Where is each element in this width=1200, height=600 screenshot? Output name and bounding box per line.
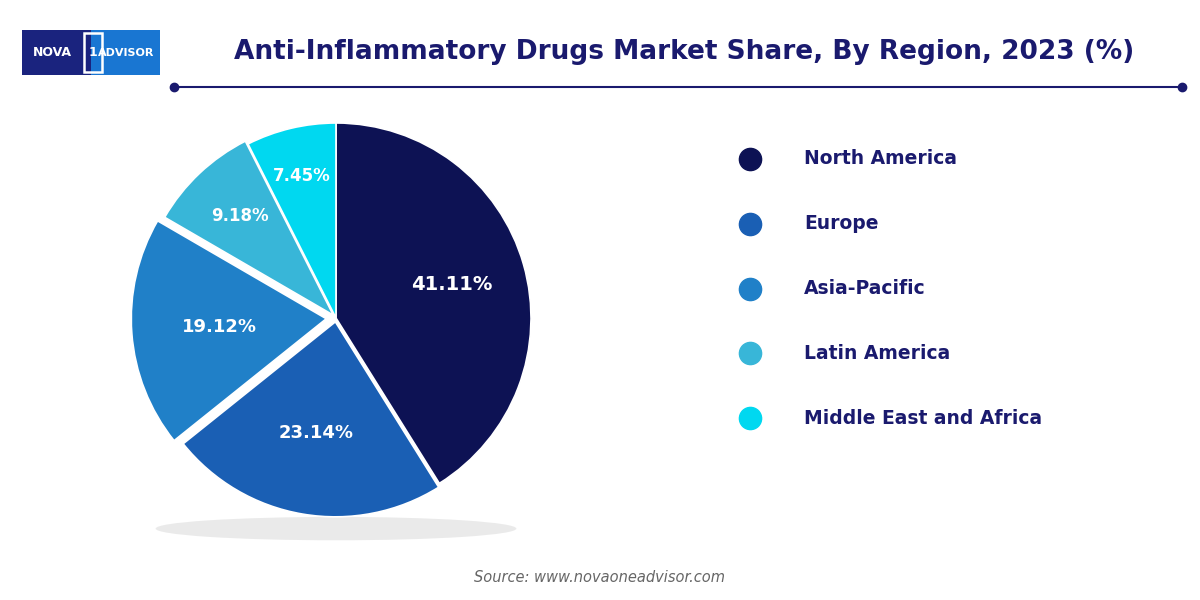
Ellipse shape: [156, 517, 516, 541]
FancyBboxPatch shape: [91, 30, 160, 75]
Text: Latin America: Latin America: [804, 344, 950, 363]
Wedge shape: [248, 123, 336, 318]
Wedge shape: [336, 123, 530, 484]
Text: 19.12%: 19.12%: [182, 318, 257, 336]
Text: Middle East and Africa: Middle East and Africa: [804, 409, 1042, 428]
Text: North America: North America: [804, 149, 958, 169]
Text: Europe: Europe: [804, 214, 878, 233]
Wedge shape: [184, 322, 439, 517]
Wedge shape: [164, 141, 334, 315]
Text: 9.18%: 9.18%: [211, 207, 269, 225]
Text: NOVA: NOVA: [32, 46, 72, 59]
Text: Anti-Inflammatory Drugs Market Share, By Region, 2023 (%): Anti-Inflammatory Drugs Market Share, By…: [234, 39, 1134, 65]
Text: Source: www.novaoneadvisor.com: Source: www.novaoneadvisor.com: [474, 570, 726, 585]
Text: 23.14%: 23.14%: [278, 424, 354, 442]
Text: 1: 1: [89, 46, 97, 59]
FancyBboxPatch shape: [22, 30, 91, 75]
Text: 41.11%: 41.11%: [412, 275, 493, 294]
Text: Asia-Pacific: Asia-Pacific: [804, 279, 925, 298]
Text: 7.45%: 7.45%: [274, 167, 331, 185]
Wedge shape: [131, 221, 326, 440]
Text: ADVISOR: ADVISOR: [98, 47, 155, 58]
